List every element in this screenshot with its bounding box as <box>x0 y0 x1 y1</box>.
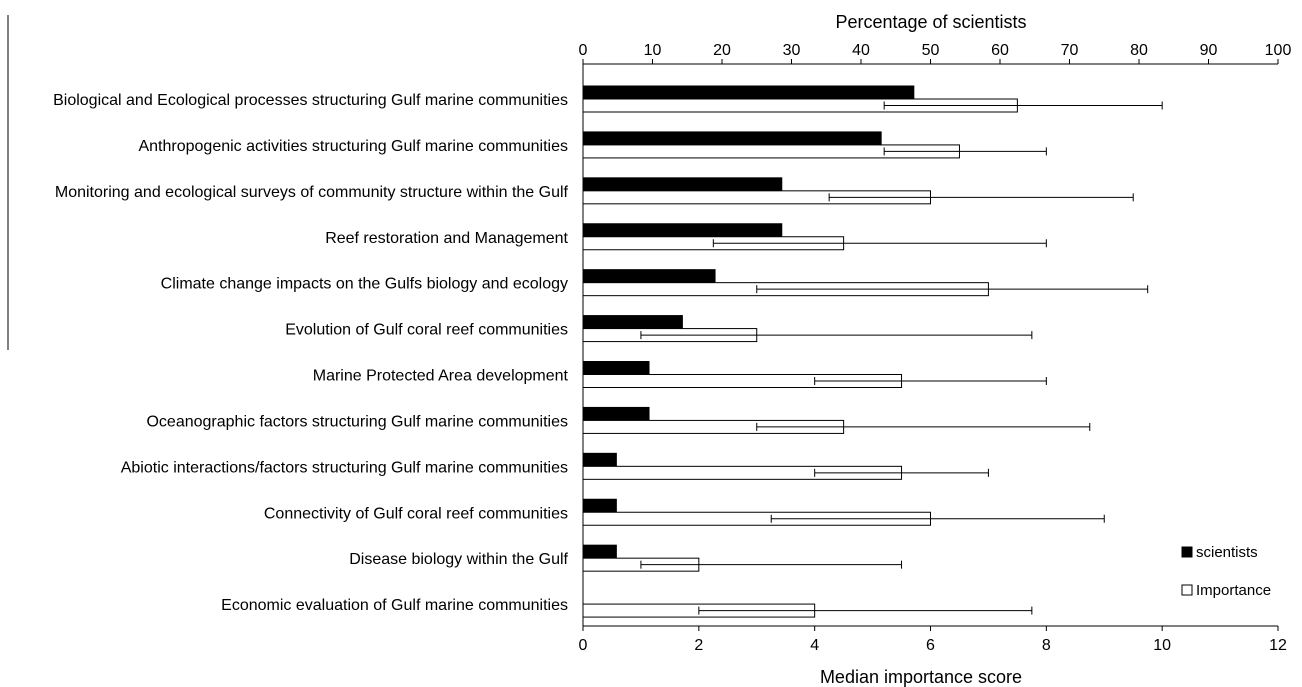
top-tick-label: 50 <box>922 42 940 59</box>
top-tick-label: 80 <box>1130 42 1148 59</box>
category-label: Evolution of Gulf coral reef communities <box>285 322 568 339</box>
bottom-tick-label: 0 <box>579 637 588 654</box>
scientists-bar <box>582 406 650 421</box>
category-label: Biological and Ecological processes stru… <box>53 92 568 109</box>
bottom-tick-label: 4 <box>810 637 819 654</box>
scientists-bar <box>582 498 617 513</box>
top-tick-label: 0 <box>579 42 588 59</box>
legend-swatch-importance <box>1181 584 1193 596</box>
category-label: Climate change impacts on the Gulfs biol… <box>161 276 568 293</box>
scientists-bar <box>582 544 617 559</box>
scientists-bar <box>582 177 783 192</box>
scientists-bar <box>582 269 716 284</box>
legend-swatch-scientists <box>1181 546 1193 558</box>
top-tick-label: 90 <box>1200 42 1218 59</box>
scientists-bar <box>582 315 683 330</box>
scientists-bar <box>582 131 882 146</box>
scientists-bar <box>582 452 617 467</box>
category-label: Disease biology within the Gulf <box>349 551 568 568</box>
category-label: Monitoring and ecological surveys of com… <box>55 184 569 201</box>
legend-label-scientists: scientists <box>1196 544 1258 561</box>
scientists-bar <box>582 223 783 238</box>
scientists-bar <box>582 85 915 100</box>
bottom-tick-label: 6 <box>926 637 935 654</box>
plot-area: 0 10 20 30 40 50 60 70 80 90 100 0 2 4 6 8 10 12 Biologica… <box>53 42 1291 654</box>
bottom-tick-label: 2 <box>694 637 703 654</box>
scientists-bar <box>582 361 650 375</box>
top-tick-label: 30 <box>783 42 801 59</box>
top-axis-title: Percentage of scientists <box>835 12 1026 32</box>
bottom-axis-title: Median importance score <box>820 667 1022 687</box>
bottom-tick-label: 8 <box>1042 637 1051 654</box>
top-tick-label: 10 <box>644 42 662 59</box>
category-label: Abiotic interactions/factors structuring… <box>121 459 568 476</box>
category-label: Marine Protected Area development <box>313 368 569 385</box>
legend: scientists Importance <box>1181 544 1271 599</box>
bottom-tick-label: 12 <box>1269 637 1287 654</box>
legend-label-importance: Importance <box>1196 582 1271 599</box>
category-label: Anthropogenic activities structuring Gul… <box>138 138 568 155</box>
category-label: Reef restoration and Management <box>325 230 568 247</box>
category-label: Oceanographic factors structuring Gulf m… <box>146 413 568 430</box>
category-label: Connectivity of Gulf coral reef communit… <box>264 505 568 522</box>
top-tick-label: 70 <box>1061 42 1079 59</box>
top-tick-label: 100 <box>1265 42 1292 59</box>
bottom-tick-label: 10 <box>1153 637 1171 654</box>
top-tick-label: 20 <box>713 42 731 59</box>
category-label: Economic evaluation of Gulf marine commu… <box>221 597 568 614</box>
top-tick-label: 60 <box>991 42 1009 59</box>
top-tick-label: 40 <box>852 42 870 59</box>
